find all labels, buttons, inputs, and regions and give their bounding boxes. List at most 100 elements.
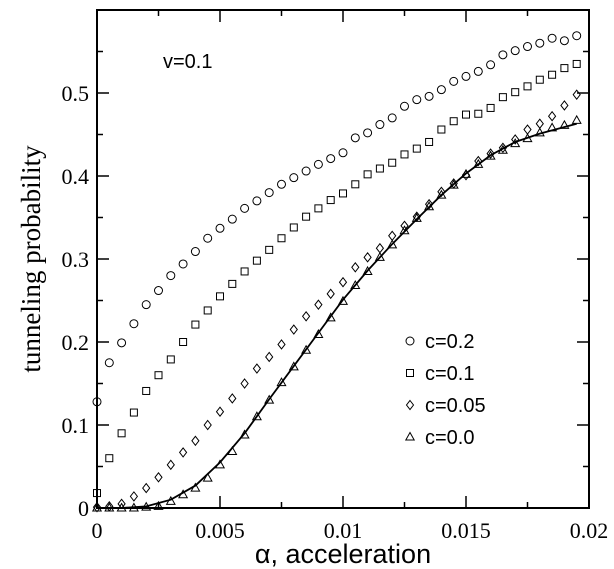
circle-point	[486, 60, 496, 70]
x-tick-label: 0.005	[195, 518, 245, 543]
square-point	[412, 144, 421, 153]
circle-point	[473, 66, 483, 76]
diamond-point	[375, 242, 385, 254]
legend-marker-circle	[405, 336, 415, 346]
diamond-point	[191, 435, 200, 447]
legend-label: c=0.0	[425, 427, 474, 449]
circle-point	[129, 319, 139, 329]
triangle-point	[301, 344, 312, 354]
triangle-point	[251, 411, 262, 421]
diamond-point	[338, 276, 348, 288]
square-point	[400, 150, 409, 159]
diamond-point	[523, 124, 532, 135]
triangle-point	[497, 144, 508, 154]
square-point	[265, 245, 274, 254]
y-axis-title: tunneling probability	[16, 145, 46, 373]
triangle-point	[485, 150, 496, 160]
circle-point	[436, 85, 446, 95]
circle-point	[424, 91, 434, 101]
y-tick-label: 0.4	[62, 164, 90, 189]
circle-point	[498, 50, 508, 60]
triangle-point	[460, 168, 472, 178]
triangle-point	[288, 361, 299, 371]
diamond-point	[215, 406, 225, 418]
circle-point	[252, 196, 262, 206]
square-point	[216, 292, 224, 301]
triangle-point	[276, 377, 287, 387]
circle-point	[313, 159, 323, 169]
square-point	[326, 196, 335, 205]
diamond-point	[437, 186, 446, 198]
triangle-point	[350, 280, 361, 290]
triangle-point	[411, 212, 422, 222]
triangle-point	[214, 459, 226, 469]
legend: c=0.2 c=0.1 c=0.05 c=0.0	[404, 331, 486, 449]
annotation-v: v=0.1	[163, 51, 212, 73]
triangle-point	[239, 429, 250, 439]
circle-point	[326, 154, 336, 164]
diamond-point	[363, 252, 372, 263]
triangle-point	[534, 127, 545, 137]
square-point	[572, 59, 581, 68]
square-point	[375, 164, 384, 173]
triangle-point	[178, 489, 189, 499]
series-circle	[92, 31, 582, 407]
y-tick-label: 0	[78, 496, 89, 521]
y-tick-label: 0.5	[62, 81, 90, 106]
series-square	[93, 59, 581, 498]
square-point	[240, 267, 249, 276]
triangle-point	[436, 189, 447, 199]
circle-point	[510, 46, 520, 56]
square-point	[252, 256, 261, 265]
circle-point	[203, 233, 213, 243]
diamond-point	[474, 155, 483, 167]
triangle-point	[325, 312, 336, 322]
circle-point	[572, 31, 582, 41]
diamond-point	[252, 363, 262, 374]
square-point	[425, 137, 434, 146]
circle-point	[277, 179, 286, 189]
circle-point	[289, 173, 299, 183]
triangle-point	[116, 502, 127, 512]
diamond-point	[400, 220, 409, 232]
square-point	[289, 223, 298, 232]
fit-line	[97, 122, 577, 509]
circle-point	[190, 247, 200, 257]
square-point	[486, 103, 495, 112]
series-diamond	[92, 89, 581, 513]
square-point	[277, 234, 286, 243]
triangle-point	[190, 482, 201, 492]
circle-point	[92, 397, 102, 407]
triangle-point	[104, 502, 115, 512]
square-point	[302, 212, 311, 221]
diamond-point	[265, 351, 274, 363]
square-point	[105, 454, 114, 463]
triangle-point	[91, 502, 103, 512]
circle-point	[154, 286, 163, 296]
legend-label: c=0.1	[425, 363, 474, 385]
circle-point	[338, 148, 348, 158]
square-point	[314, 204, 323, 213]
triangle-point	[227, 446, 238, 456]
circle-point	[104, 358, 114, 368]
circle-point	[535, 38, 545, 48]
square-point	[179, 338, 188, 346]
square-point	[142, 386, 151, 395]
diamond-point	[388, 230, 397, 242]
x-tick-label: 0.01	[324, 518, 363, 543]
triangle-point	[362, 265, 373, 275]
circle-point	[141, 300, 151, 310]
circle-point	[166, 271, 176, 281]
circle-point	[178, 259, 188, 269]
axis-ticks: 0 0.005 0.01 0.015 0.02 0 0.1 0.2 0.3 0.4 0.5	[62, 9, 608, 543]
circle-point	[523, 42, 532, 52]
circle-point	[215, 223, 225, 233]
diamond-point	[301, 310, 311, 322]
legend-marker-triangle	[404, 431, 416, 441]
triangle-point	[522, 133, 533, 143]
diamond-point	[92, 501, 102, 513]
square-point	[166, 355, 175, 364]
square-point	[191, 320, 200, 329]
diamond-point	[511, 134, 520, 145]
square-point	[117, 429, 126, 438]
